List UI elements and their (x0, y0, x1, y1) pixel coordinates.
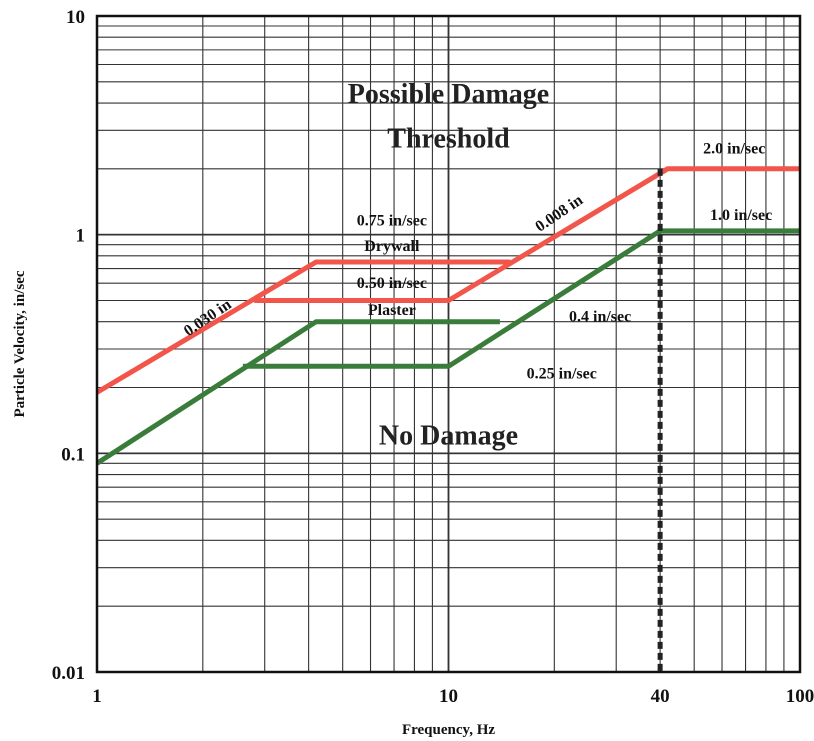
series-line-plaster (254, 166, 800, 303)
x-tick-label: 40 (651, 686, 670, 707)
annotation-label: Plaster (368, 302, 416, 319)
annotation-label: Drywall (364, 238, 420, 255)
y-axis-title: Particle Velocity, in/sec (12, 270, 28, 417)
annotation-label: 0.50 in/sec (357, 275, 427, 292)
series-line-upper-green (95, 319, 500, 466)
plot-frame (95, 14, 802, 674)
x-tick-label: 1 (92, 686, 102, 707)
series-group (95, 166, 800, 466)
y-tick-label: 1 (76, 226, 86, 247)
series-line-drywall (95, 259, 511, 395)
x-tick-label: 10 (439, 686, 458, 707)
y-tick-label: 0.01 (52, 663, 85, 684)
y-tick-label: 10 (66, 7, 85, 28)
annotation-label: 0.25 in/sec (527, 365, 597, 382)
tick-labels: 1 10 40 100 0.01 0.1 1 10 (52, 7, 814, 707)
series-line-lower-green (242, 228, 800, 369)
annotation-label: 0.4 in/sec (569, 309, 631, 326)
annotation-label: Threshold (387, 124, 510, 155)
annotation-label: 0.75 in/sec (357, 213, 427, 230)
annotation-label: Possible Damage (348, 79, 549, 110)
grid (96, 15, 801, 673)
x-axis-title: Frequency, Hz (402, 722, 495, 738)
annotation-label: 1.0 in/sec (710, 207, 772, 224)
annotation-label: No Damage (379, 420, 518, 451)
annotation-label: 2.0 in/sec (703, 141, 765, 158)
y-tick-label: 0.1 (61, 444, 85, 465)
x-tick-label: 100 (786, 686, 814, 707)
